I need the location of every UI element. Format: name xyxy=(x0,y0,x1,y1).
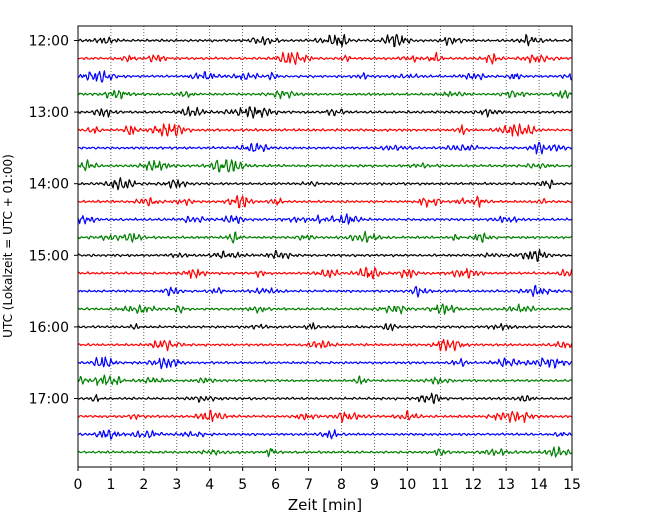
seismogram-trace xyxy=(77,284,572,298)
seismogram-trace xyxy=(77,123,573,137)
seismogram-trace xyxy=(77,374,573,387)
seismogram-trace xyxy=(77,141,572,155)
x-tick-label: 15 xyxy=(563,477,581,493)
seismogram-trace xyxy=(77,266,573,280)
x-tick-label: 13 xyxy=(497,477,515,493)
x-tick-label: 9 xyxy=(370,477,379,493)
y-tick-label: 16:00 xyxy=(29,320,69,336)
seismogram-trace xyxy=(77,356,573,370)
axis-ticks: 0 1 2 3 4 5 6 7 8 9 10 11 12 13 14 1512:0013:0014:0015:… xyxy=(29,34,581,494)
x-tick-label: 5 xyxy=(238,477,247,493)
x-tick-label: 4 xyxy=(205,477,214,493)
seismogram-trace xyxy=(77,409,572,423)
x-tick-label: 6 xyxy=(271,477,280,493)
trace-series xyxy=(77,33,573,458)
x-tick-label: 14 xyxy=(530,477,548,493)
x-tick-label: 2 xyxy=(139,477,148,493)
seismogram-trace xyxy=(77,338,573,352)
seismogram-trace xyxy=(77,89,573,100)
seismogram-trace xyxy=(77,33,573,48)
x-tick-label: 7 xyxy=(304,477,313,493)
seismogram-trace xyxy=(77,213,572,225)
seismogram-trace xyxy=(77,249,572,262)
y-tick-label: 13:00 xyxy=(29,105,69,121)
y-axis-label: UTC (Lokalzeit = UTC + 01:00) xyxy=(1,154,15,338)
x-tick-label: 8 xyxy=(337,477,346,493)
seismogram-trace xyxy=(77,429,572,440)
seismogram-trace xyxy=(77,446,573,458)
seismogram-trace xyxy=(77,392,573,405)
seismogram-trace xyxy=(77,106,572,119)
seismogram-trace xyxy=(77,51,572,65)
x-axis-label: Zeit [min] xyxy=(288,496,362,514)
x-tick-label: 10 xyxy=(398,477,416,493)
x-tick-label: 0 xyxy=(74,477,83,493)
x-tick-label: 11 xyxy=(431,477,449,493)
seismogram-trace xyxy=(77,230,572,244)
seismogram-trace xyxy=(77,177,572,191)
x-tick-label: 1 xyxy=(106,477,115,493)
x-tick-label: 12 xyxy=(464,477,482,493)
y-tick-label: 14:00 xyxy=(29,177,69,193)
seismogram-trace xyxy=(77,195,572,209)
plot-frame xyxy=(77,25,573,468)
seismogram-trace xyxy=(77,70,573,83)
y-tick-label: 17:00 xyxy=(29,392,69,408)
seismogram-trace xyxy=(77,159,572,173)
grid-lines xyxy=(110,26,540,467)
seismogram-trace xyxy=(77,303,572,315)
x-tick-label: 3 xyxy=(172,477,181,493)
y-tick-label: 12:00 xyxy=(29,34,69,50)
seismogram-trace xyxy=(77,322,572,332)
y-tick-label: 15:00 xyxy=(29,248,69,264)
